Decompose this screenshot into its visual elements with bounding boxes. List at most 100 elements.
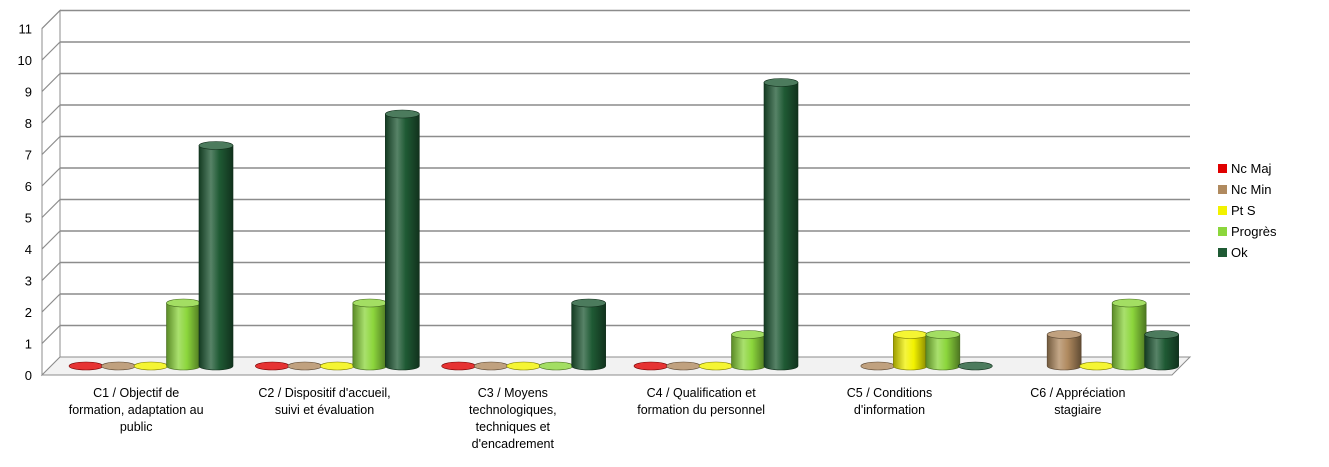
bar-body (1144, 334, 1179, 371)
bar-top (1144, 330, 1179, 339)
x-tick-label-line: C3 / Moyens (477, 386, 548, 400)
bar-body (571, 302, 606, 371)
gridline-side (41, 325, 61, 344)
bar (1079, 361, 1114, 371)
gridline-side (41, 199, 61, 218)
bar (1046, 330, 1082, 371)
bar-body (731, 334, 766, 371)
y-tick-label: 3 (25, 274, 32, 289)
x-tick-label-line: d'information (853, 403, 926, 417)
legend-swatch (1218, 206, 1227, 215)
bar-top (133, 361, 169, 371)
bar (958, 361, 993, 371)
bar-top (1046, 330, 1082, 339)
bar-top (166, 298, 201, 308)
x-tick-label-line: C2 / Dispositif d'accueil, (258, 386, 391, 400)
x-tick-label-line: stagiaire (1054, 403, 1102, 417)
bar (538, 361, 574, 371)
y-tick-label: 5 (25, 211, 32, 226)
bar-top (352, 298, 388, 308)
y-tick-label: 8 (25, 116, 32, 131)
bar (571, 298, 606, 371)
bar-top (958, 361, 993, 371)
bar-body (763, 82, 799, 371)
bar (385, 109, 420, 371)
gridline-side (41, 167, 61, 187)
y-tick-label: 9 (25, 85, 32, 100)
bar (506, 361, 541, 371)
gridline-side (41, 41, 61, 61)
gridline-side (41, 73, 61, 92)
legend-item: Nc Min (1218, 179, 1277, 200)
bar-top (633, 361, 669, 371)
bar-top (860, 361, 896, 371)
bar-body (198, 145, 234, 371)
bar (666, 361, 701, 371)
x-tick-label-line: C1 / Objectif de (93, 386, 180, 400)
gridline-side (41, 262, 61, 281)
x-tick-label-line: public (119, 420, 153, 434)
y-tick-label: 10 (18, 53, 32, 68)
bar-top (1079, 361, 1114, 371)
x-tick-label: C2 / Dispositif d'accueil, suivi et évalu… (235, 385, 415, 419)
legend-swatch (1218, 248, 1227, 257)
x-tick-label-line: C4 / Qualification et (646, 386, 756, 400)
gridline-side (41, 104, 61, 124)
bar (133, 361, 169, 371)
bar-top (101, 361, 136, 371)
x-tick-label: C1 / Objectif de formation, adaptation au… (46, 385, 226, 436)
y-tick-label: 0 (25, 368, 32, 383)
bar-body (352, 302, 388, 371)
x-tick-label-line: suivi et évaluation (274, 403, 375, 417)
x-tick-label: C6 / Appréciation stagiaire (988, 385, 1168, 419)
x-tick-label: C3 / Moyens technologiques, techniques et d… (423, 385, 603, 453)
y-tick-label: 7 (25, 148, 32, 163)
bar-top (287, 361, 323, 371)
legend-label: Nc Min (1231, 182, 1272, 197)
bar-top (925, 330, 961, 339)
bar (320, 361, 355, 371)
bar-top (763, 78, 799, 87)
bar (473, 361, 509, 371)
legend-label: Pt S (1231, 203, 1256, 218)
bar-body (1111, 302, 1147, 371)
bar-top (1111, 298, 1147, 308)
bar-top (666, 361, 701, 371)
x-tick-label-line: formation du personnel (637, 403, 766, 417)
y-tick-label: 11 (19, 22, 33, 37)
legend-item: Ok (1218, 242, 1277, 263)
legend-swatch (1218, 185, 1227, 194)
gridline-side (41, 293, 61, 313)
bar-body (925, 334, 961, 371)
x-tick-label-line: techniques et (475, 420, 550, 434)
bar (1144, 330, 1179, 371)
bar-top (198, 141, 234, 150)
bar (198, 141, 234, 371)
gridline-side (41, 10, 61, 29)
y-tick-label: 6 (25, 179, 32, 194)
x-tick-label-line: d'encadrement (471, 437, 554, 451)
bar (633, 361, 669, 371)
y-tick-label: 4 (25, 242, 32, 257)
bar (68, 361, 104, 371)
x-tick-label-line: C6 / Appréciation (1030, 386, 1126, 400)
gridline-side (41, 136, 61, 155)
x-tick-label: C5 / Conditions d'information (800, 385, 980, 419)
bar-top (506, 361, 541, 371)
bar-top (698, 361, 734, 371)
legend-label: Ok (1231, 245, 1248, 260)
left-wall (41, 9, 61, 377)
bar-top (255, 361, 290, 371)
bar-body (385, 113, 420, 371)
bar (441, 361, 476, 371)
legend: Nc Maj Nc Min Pt S Progrès Ok (1218, 158, 1277, 263)
y-tick-label: 2 (25, 305, 32, 320)
bar (731, 330, 766, 371)
bar (763, 78, 799, 371)
bar-top (731, 330, 766, 339)
x-tick-label-line: technologiques, (469, 403, 557, 417)
bar-top (538, 361, 574, 371)
bar-top (68, 361, 104, 371)
x-tick-label-line: C5 / Conditions (846, 386, 933, 400)
